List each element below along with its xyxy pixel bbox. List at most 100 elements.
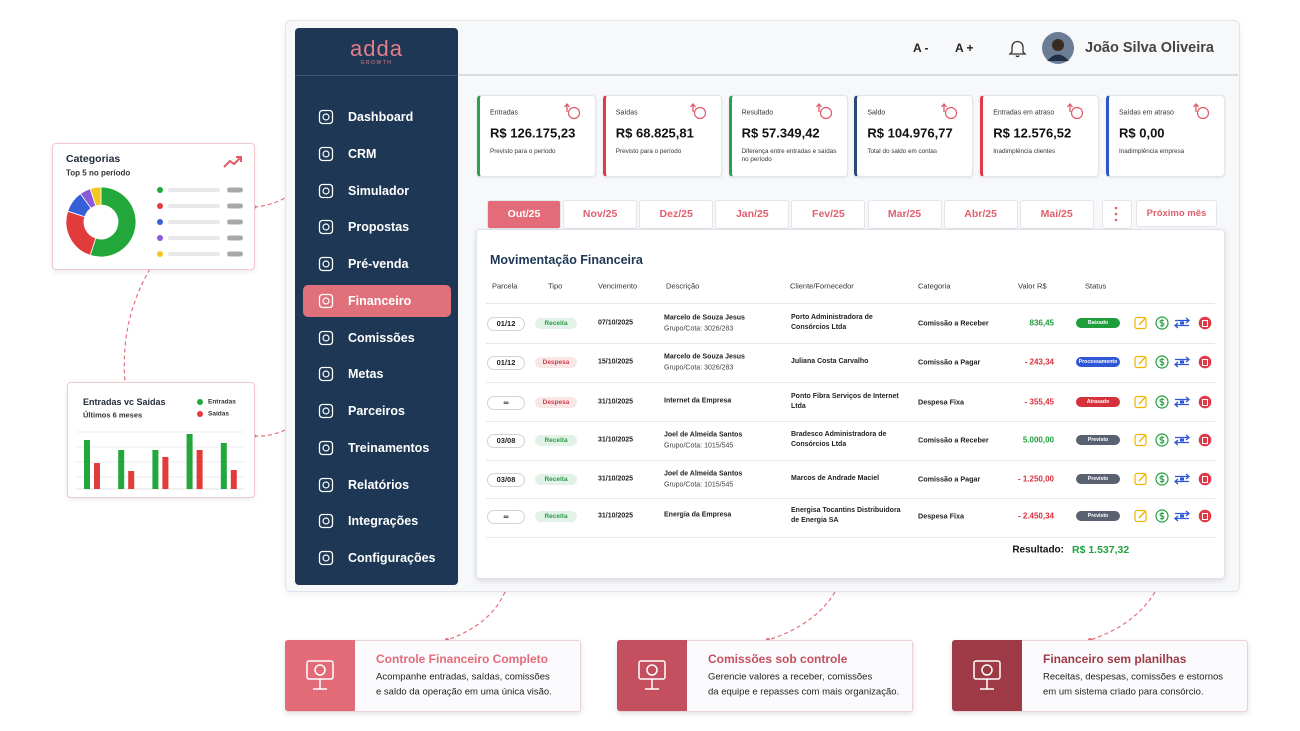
month-tab[interactable]: Mai/25 — [1019, 200, 1094, 229]
month-tab[interactable]: Fev/25 — [791, 200, 866, 229]
icon-shape — [1173, 434, 1191, 446]
card-note: Inadimplência clientes — [993, 148, 1056, 155]
menu-item[interactable]: Financeiro — [348, 293, 412, 308]
due-date: 07/10/2025 — [598, 319, 634, 327]
icon-shape — [1198, 395, 1212, 409]
icon-shape — [318, 220, 334, 235]
font-decrease[interactable]: A - — [913, 41, 929, 55]
delete-button[interactable] — [1198, 509, 1212, 523]
delete-button[interactable] — [1198, 472, 1212, 486]
payment-button[interactable] — [1155, 395, 1169, 409]
month-tab[interactable]: Abr/25 — [943, 200, 1018, 229]
transfer-button[interactable] — [1173, 396, 1191, 408]
menu-item[interactable]: Treinamentos — [348, 440, 430, 455]
icon-shape — [1134, 316, 1147, 330]
row-separator — [486, 342, 1215, 344]
bell-icon[interactable] — [1008, 39, 1027, 58]
menu-item[interactable]: CRM — [348, 146, 377, 161]
value: 836,45 — [1029, 318, 1054, 328]
menu-item[interactable]: Dashboard — [348, 110, 414, 124]
payment-button[interactable] — [1155, 433, 1169, 447]
row-actions — [1134, 433, 1212, 447]
bar — [84, 440, 90, 489]
feature-icon — [306, 660, 334, 690]
icon-shape — [223, 156, 242, 168]
feature-text: e saldo da operação em uma única visão. — [376, 686, 552, 698]
icon-shape — [322, 517, 330, 525]
row-separator — [486, 382, 1215, 383]
column-header: Parcela — [492, 281, 518, 291]
description: Joel de Almeida Santos — [664, 431, 743, 438]
icon-shape — [1180, 477, 1184, 481]
icon-shape — [318, 477, 334, 492]
icon-shape — [318, 146, 334, 161]
delete-button[interactable] — [1198, 355, 1212, 369]
edit-button[interactable] — [1134, 316, 1147, 330]
legend-dot — [157, 203, 163, 209]
month-tab[interactable]: Dez/25 — [639, 200, 714, 229]
month-tab[interactable]: Jan/25 — [715, 200, 790, 229]
legend-dot — [157, 187, 163, 193]
type-badge: Receita — [535, 434, 577, 446]
transfer-button[interactable] — [1173, 434, 1191, 446]
due-date: 31/10/2025 — [598, 512, 634, 520]
payment-button[interactable] — [1155, 509, 1169, 523]
edit-button[interactable] — [1134, 395, 1147, 409]
next-month[interactable]: Próximo mês — [1136, 200, 1217, 227]
card-note: Total do saldo em contas — [867, 148, 938, 155]
parcela-pill: ∞ — [487, 509, 525, 524]
icon-shape — [1198, 509, 1212, 523]
icon-shape — [1155, 316, 1169, 330]
month-tab[interactable]: Mar/25 — [867, 200, 942, 229]
menu-item[interactable]: Comissões — [348, 330, 415, 345]
menu-item[interactable]: Configurações — [348, 551, 436, 565]
menu-item[interactable]: Simulador — [348, 183, 410, 198]
type-badge: Despesa — [535, 396, 577, 408]
value: - 355,45 — [1024, 397, 1054, 407]
transfer-button[interactable] — [1173, 356, 1191, 368]
icon-shape — [1155, 509, 1169, 523]
menu-item[interactable]: Relatórios — [348, 477, 410, 492]
transfer-button[interactable] — [1173, 473, 1191, 485]
icon-shape — [313, 679, 327, 690]
feature-title: Financeiro sem planilhas — [1043, 652, 1187, 666]
delete-button[interactable] — [1198, 433, 1212, 447]
icon-shape — [564, 102, 570, 112]
bar — [196, 450, 203, 489]
menu-icon — [318, 403, 334, 419]
icon-shape — [318, 330, 334, 345]
transfer-button[interactable] — [1173, 317, 1191, 329]
edit-button[interactable] — [1134, 355, 1147, 369]
menu-item[interactable]: Integrações — [348, 514, 419, 529]
delete-button[interactable] — [1198, 395, 1212, 409]
month-tab[interactable]: Out/25 — [487, 200, 561, 229]
card-icon — [815, 102, 832, 120]
menu-item[interactable]: Metas — [348, 367, 384, 382]
menu-item[interactable]: Pré-venda — [348, 257, 409, 271]
payment-button[interactable] — [1155, 472, 1169, 486]
icon-shape — [322, 150, 330, 158]
payment-button[interactable] — [1155, 316, 1169, 330]
font-increase[interactable]: A + — [955, 41, 974, 55]
icon-shape — [945, 106, 958, 120]
icon-shape — [1173, 473, 1191, 485]
payment-button[interactable] — [1155, 355, 1169, 369]
menu-item[interactable]: Parceiros — [348, 404, 405, 418]
edit-button[interactable] — [1134, 472, 1147, 486]
edit-button[interactable] — [1134, 509, 1147, 523]
table-title: Movimentação Financeira — [490, 253, 643, 267]
transfer-button[interactable] — [1173, 510, 1191, 522]
delete-button[interactable] — [1198, 316, 1212, 330]
menu-item[interactable]: Propostas — [348, 220, 410, 235]
value: - 1.250,00 — [1017, 474, 1054, 484]
icon-shape — [645, 679, 659, 690]
icon-shape — [1202, 437, 1208, 444]
menu-icon — [318, 256, 334, 272]
row-actions — [1134, 355, 1212, 369]
summary-card — [1106, 95, 1225, 177]
edit-button[interactable] — [1134, 433, 1147, 447]
month-tab[interactable]: Nov/25 — [563, 200, 638, 229]
icon-shape — [981, 664, 993, 676]
legend-label: Saídas — [208, 410, 229, 418]
description: Marcelo de Souza Jesus — [664, 353, 745, 360]
